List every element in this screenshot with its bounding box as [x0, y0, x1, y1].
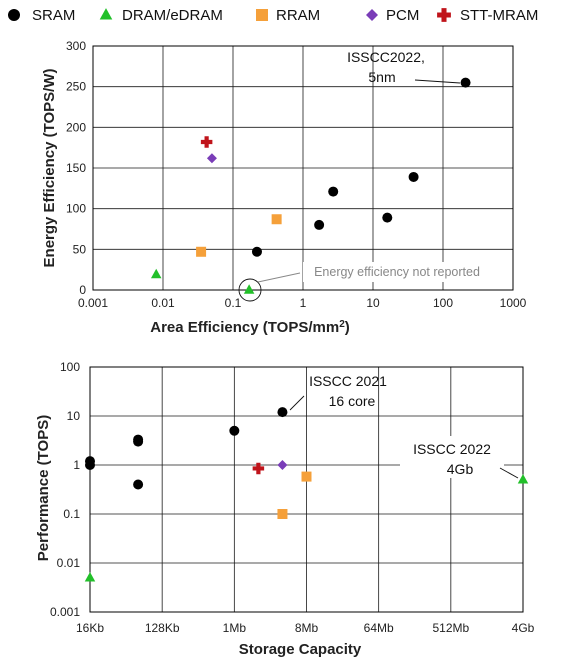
p1-x-axis-label-sup: 2 [339, 319, 345, 330]
p2-x-axis-label: Storage Capacity [239, 641, 362, 658]
p2-annotations: ISSCC 2021 16 core ISSCC 2022 4Gb [289, 373, 519, 479]
p2-x-tick-label: 64Mb [364, 621, 394, 635]
legend-label-stt-mram: STT-MRAM [460, 7, 538, 24]
p1-annotations: ISSCC2022, 5nm Energy efficiency not repor… [238, 49, 489, 302]
p2-data-points [84, 407, 529, 582]
p2-x-tick-label: 1Mb [223, 621, 247, 635]
p1-point-pcm [206, 153, 217, 164]
p2-point-sram [229, 425, 240, 436]
p1-y-tick-label: 100 [66, 202, 86, 216]
p2-gridlines [89, 366, 524, 613]
p1-point-stt-mram [200, 136, 213, 148]
legend-marker-sram [8, 9, 20, 21]
legend-label-pcm: PCM [386, 7, 419, 24]
energy-vs-area-chart: 0.001 0.01 0.1 1 10 100 1000 0 50 100 150 200 250 300… [41, 39, 527, 336]
p2-point-stt-mram [252, 462, 265, 475]
p1-tick-labels: 0.001 0.01 0.1 1 10 100 1000 0 50 100 150 200 250 300 [66, 39, 527, 310]
legend-label-dram-edram: DRAM/eDRAM [122, 7, 223, 24]
p1-y-tick-label: 200 [66, 120, 86, 134]
p1-point-dram-edram [243, 284, 255, 294]
p1-point-sram [314, 219, 325, 230]
p1-x-axis-label-main: Area Efficiency (TOPS/mm [150, 319, 339, 336]
p1-point-rram [196, 246, 207, 257]
p1-point-sram [328, 186, 339, 197]
p2-y-tick-label: 0.1 [63, 507, 80, 521]
p1-point-rram [271, 214, 282, 225]
p1-y-tick-label: 250 [66, 80, 86, 94]
p1-annotation-not-reported: Energy efficiency not reported [314, 265, 480, 279]
p1-annotation-leader-2 [257, 272, 301, 283]
p2-y-tick-label: 1 [73, 458, 80, 472]
legend-marker-pcm [366, 9, 378, 21]
p2-point-pcm [277, 460, 288, 470]
p1-x-tick-label: 0.001 [78, 296, 108, 310]
p2-x-tick-label: 8Mb [295, 621, 319, 635]
p1-point-sram [382, 212, 393, 223]
p2-annotation-2022-line2: 4Gb [447, 461, 474, 477]
legend-label-rram: RRAM [276, 7, 320, 24]
p1-point-sram [460, 77, 471, 88]
p2-x-tick-label: 4Gb [512, 621, 535, 635]
performance-vs-capacity-chart: 16Kb 128Kb 1Mb 8Mb 64Mb 512Mb 4Gb 0.001 0.01 0.1 1… [35, 360, 535, 658]
p2-y-axis-label: Performance (TOPS) [35, 415, 52, 561]
p2-y-tick-label: 10 [67, 409, 81, 423]
legend-label-sram: SRAM [32, 7, 75, 24]
p1-x-axis-label: Area Efficiency (TOPS/mm2) [150, 319, 350, 337]
p2-point-sram [133, 479, 144, 490]
p1-annotation-leader [414, 79, 461, 84]
legend: SRAM DRAM/eDRAM RRAM PCM STT-MRAM [8, 7, 538, 24]
p2-y-tick-label: 0.01 [57, 556, 81, 570]
p2-x-tick-label: 512Mb [432, 621, 469, 635]
p2-annotation-2021-line2: 16 core [329, 393, 376, 409]
p1-x-tick-label: 1 [300, 296, 307, 310]
p1-y-tick-label: 0 [79, 283, 86, 297]
p1-y-tick-label: 50 [73, 242, 87, 256]
p2-point-sram [133, 436, 144, 447]
legend-marker-rram [256, 9, 268, 21]
p1-annotation-circle [238, 278, 262, 302]
p1-x-tick-label: 10 [366, 296, 380, 310]
p1-x-tick-label: 100 [433, 296, 453, 310]
p2-point-rram [301, 471, 312, 482]
p2-y-tick-label: 0.001 [50, 605, 80, 619]
p1-data-points [150, 77, 471, 294]
p2-annotation-leader-1 [289, 395, 305, 411]
p2-x-tick-label: 128Kb [145, 621, 180, 635]
p1-annotation-box [303, 262, 489, 282]
p2-annotation-box [400, 436, 504, 478]
legend-marker-dram-edram [99, 8, 113, 20]
p2-tick-labels: 16Kb 128Kb 1Mb 8Mb 64Mb 512Mb 4Gb 0.001 0.01 0.1 1… [50, 360, 535, 635]
p2-point-dram-edram [517, 474, 529, 484]
p1-plot-frame [92, 45, 514, 291]
p1-y-tick-label: 300 [66, 39, 86, 53]
p2-y-tick-label: 100 [60, 360, 80, 374]
p2-annotation-leader-2 [499, 467, 519, 479]
p1-annotation-issc2022-line2: 5nm [368, 69, 395, 85]
p2-annotation-2021-line1: ISSCC 2021 [309, 373, 387, 389]
p1-x-tick-label: 0.01 [151, 296, 175, 310]
p1-x-tick-label: 0.1 [225, 296, 242, 310]
p2-plot-frame [89, 366, 524, 613]
p1-x-tick-label: 1000 [500, 296, 527, 310]
p2-point-sram [277, 407, 288, 418]
p2-annotation-2022-line1: ISSCC 2022 [413, 441, 491, 457]
p1-x-axis-label-close: ) [345, 319, 350, 336]
p2-point-dram-edram [84, 572, 96, 582]
legend-marker-stt-mram [437, 8, 451, 22]
p2-x-tick-label: 16Kb [76, 621, 104, 635]
p1-point-sram [251, 246, 262, 257]
p1-annotation-issc2022-line1: ISSCC2022, [347, 49, 425, 65]
p1-point-dram-edram [150, 268, 162, 279]
p1-y-axis-label: Energy Efficiency (TOPS/W) [41, 69, 58, 268]
p1-y-tick-label: 150 [66, 161, 86, 175]
p1-point-sram [408, 171, 419, 182]
p2-point-rram [277, 509, 288, 519]
p2-point-sram [85, 460, 95, 470]
